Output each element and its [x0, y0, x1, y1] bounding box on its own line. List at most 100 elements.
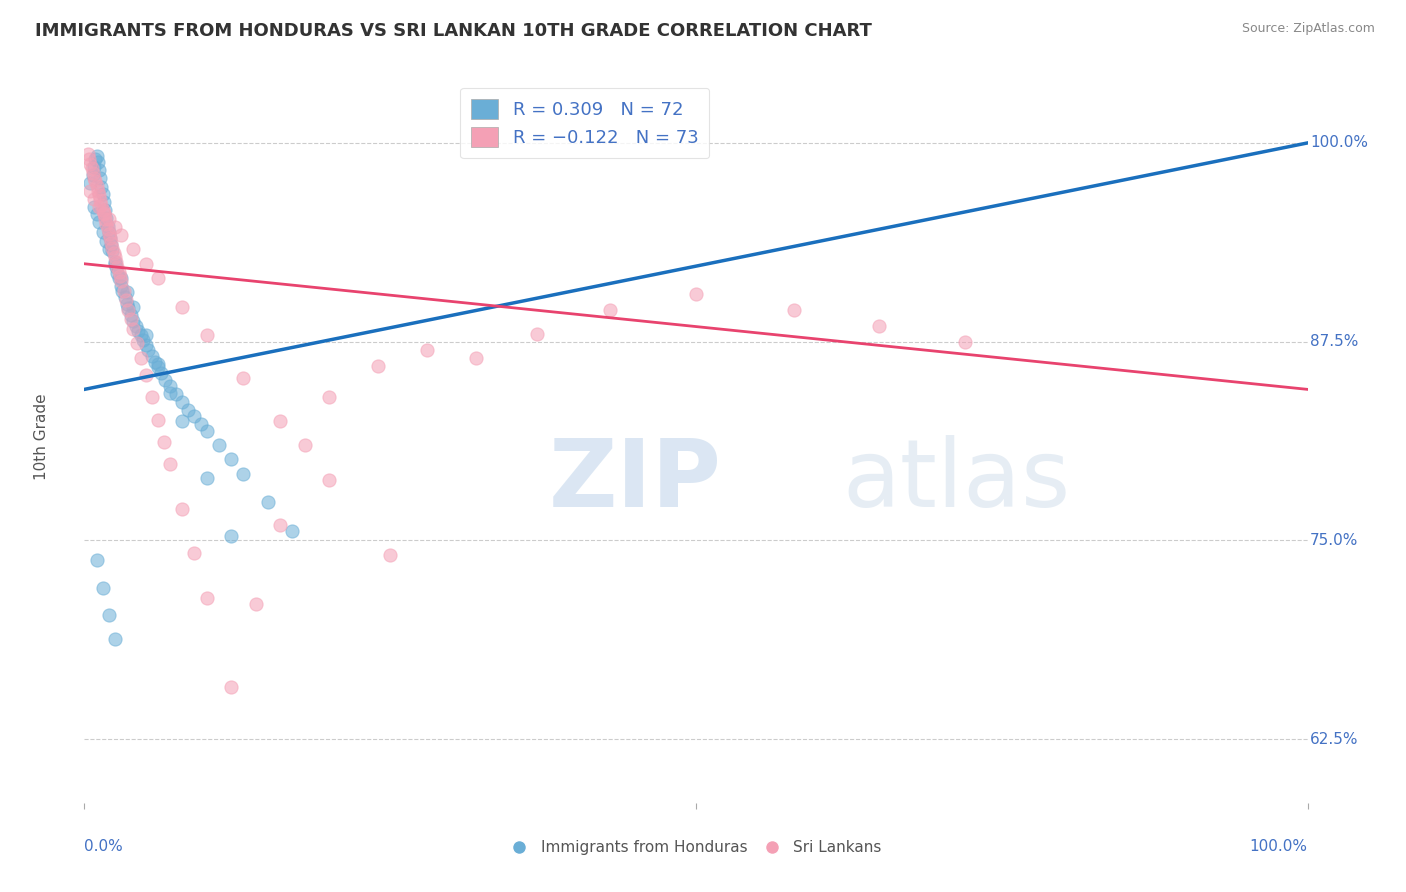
Point — [89, 170, 111, 185]
Point — [94, 202, 117, 217]
Point — [83, 160, 105, 174]
Point — [79, 184, 101, 198]
Point — [107, 265, 129, 279]
Point — [87, 215, 110, 229]
Point — [172, 300, 194, 314]
Point — [90, 198, 112, 212]
Point — [159, 379, 181, 393]
Point — [77, 147, 100, 161]
Point — [115, 293, 138, 308]
Point — [80, 161, 103, 176]
Point — [318, 390, 340, 404]
Text: 100.0%: 100.0% — [1310, 136, 1368, 151]
Point — [146, 357, 169, 371]
Point — [91, 581, 114, 595]
Point — [90, 180, 112, 194]
Point — [257, 495, 280, 509]
Point — [104, 251, 127, 265]
Point — [120, 312, 142, 326]
Point — [97, 221, 120, 235]
Point — [103, 245, 125, 260]
Point — [122, 322, 145, 336]
Point — [112, 284, 135, 298]
Point — [94, 212, 117, 227]
Point — [685, 287, 707, 301]
Point — [93, 206, 115, 220]
Point — [77, 152, 100, 166]
Point — [110, 271, 132, 285]
Point — [91, 225, 114, 239]
Point — [97, 219, 120, 233]
Point — [86, 148, 108, 162]
Point — [115, 296, 138, 310]
Point — [146, 360, 169, 375]
Point — [195, 424, 218, 438]
Point — [100, 236, 122, 251]
Point — [269, 517, 291, 532]
Point — [89, 193, 111, 207]
Point — [141, 349, 163, 363]
Text: ZIP: ZIP — [550, 435, 723, 527]
Point — [232, 467, 254, 481]
Text: 100.0%: 100.0% — [1250, 839, 1308, 855]
Point — [91, 202, 114, 217]
Point — [783, 302, 806, 317]
Point — [111, 284, 134, 298]
Point — [87, 184, 110, 198]
Point — [190, 417, 212, 432]
Point — [159, 457, 181, 471]
Point — [464, 351, 486, 365]
Point — [97, 243, 120, 257]
Point — [125, 336, 148, 351]
Point — [117, 301, 139, 316]
Point — [96, 217, 118, 231]
Point — [232, 371, 254, 385]
Point — [104, 257, 127, 271]
Point — [380, 548, 402, 562]
Point — [127, 324, 149, 338]
Point — [143, 355, 166, 369]
Point — [172, 395, 194, 409]
Point — [132, 333, 155, 347]
Point — [172, 501, 194, 516]
Point — [87, 163, 110, 178]
Point — [104, 255, 127, 269]
Point — [219, 452, 242, 467]
Point — [110, 279, 132, 293]
Point — [141, 390, 163, 404]
Point — [367, 359, 389, 373]
Point — [599, 302, 621, 317]
Point — [86, 207, 108, 221]
Point — [105, 260, 128, 274]
Point — [97, 212, 120, 227]
Point — [83, 200, 105, 214]
Point — [526, 326, 548, 341]
Point — [153, 373, 176, 387]
Point — [87, 188, 110, 202]
Point — [107, 271, 129, 285]
Point — [98, 231, 121, 245]
Point — [86, 178, 108, 193]
Text: IMMIGRANTS FROM HONDURAS VS SRI LANKAN 10TH GRADE CORRELATION CHART: IMMIGRANTS FROM HONDURAS VS SRI LANKAN 1… — [35, 22, 872, 40]
Point — [135, 328, 157, 343]
Point — [83, 170, 105, 185]
Point — [219, 680, 242, 694]
Point — [97, 227, 120, 241]
Text: 0.0%: 0.0% — [84, 839, 124, 855]
Point — [245, 597, 267, 611]
Point — [129, 351, 152, 365]
Point — [183, 409, 205, 424]
Point — [281, 524, 304, 538]
Point — [96, 235, 118, 249]
Point — [110, 274, 132, 288]
Point — [110, 228, 132, 243]
Point — [135, 368, 157, 382]
Point — [91, 186, 114, 201]
Text: 75.0%: 75.0% — [1310, 533, 1358, 548]
Point — [86, 552, 108, 566]
Point — [183, 546, 205, 560]
Point — [93, 207, 115, 221]
Point — [159, 385, 181, 400]
Point — [195, 471, 218, 485]
Point — [136, 343, 159, 357]
